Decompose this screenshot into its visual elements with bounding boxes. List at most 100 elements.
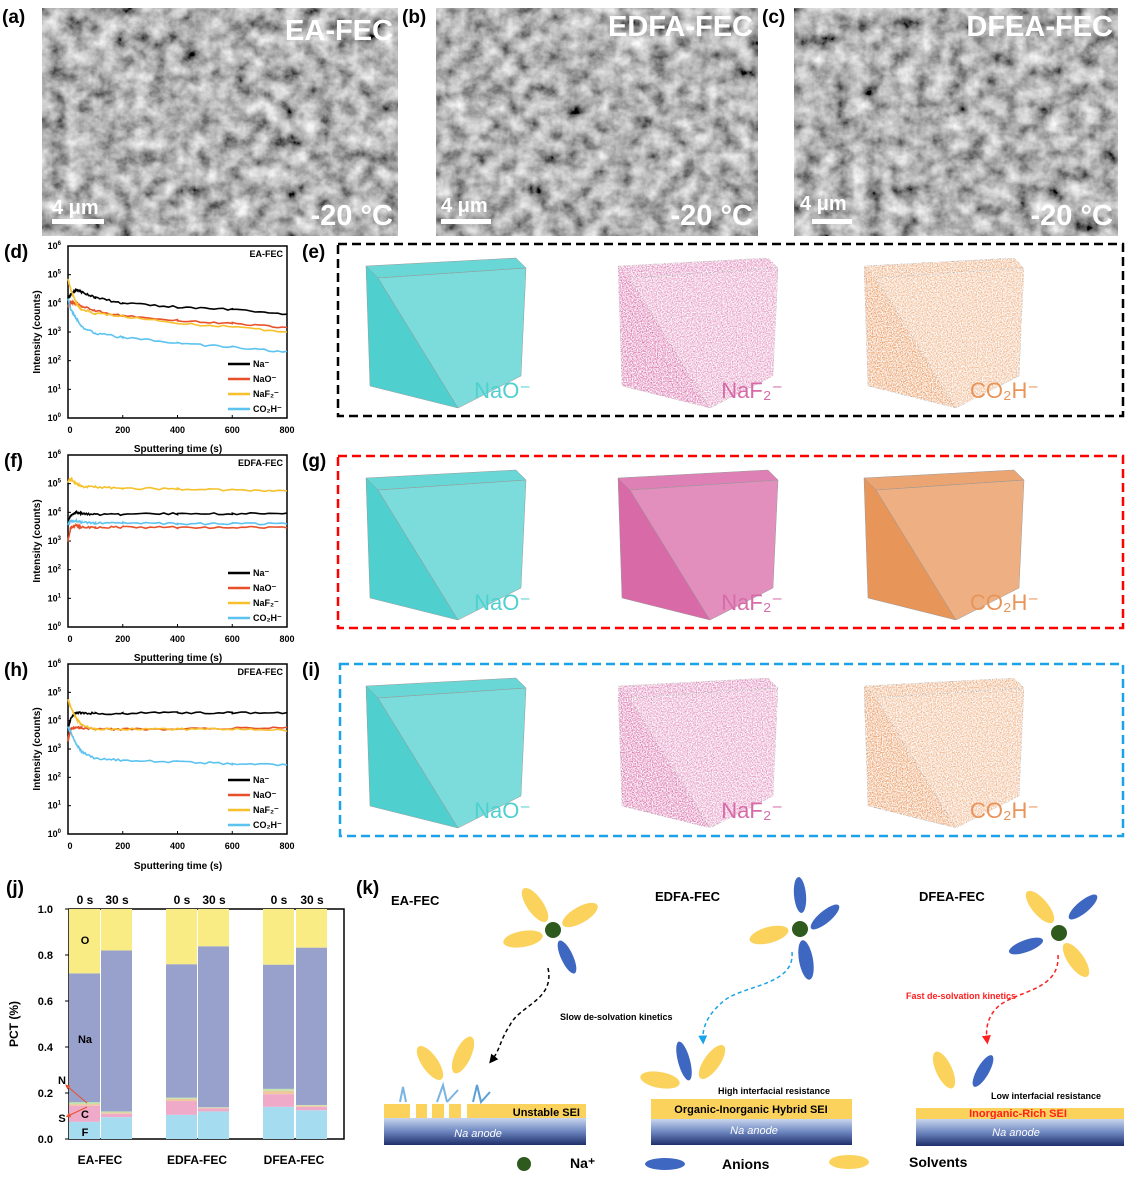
legend-label: Na⁻ — [253, 775, 270, 785]
y-tick-label: 0.0 — [38, 1134, 53, 1146]
panel-label-j: (j) — [6, 878, 24, 899]
bar-segment-S — [296, 1106, 327, 1107]
scale-bar-label: 4 μm — [52, 197, 99, 219]
resistance-high-label: High interfacial resistance — [718, 1086, 830, 1096]
bar-segment-C — [296, 1107, 327, 1110]
chart-h: DFEA-FEC Sputtering time (s) Intensity (… — [32, 659, 295, 872]
solvation-cluster-dfea — [1007, 887, 1101, 981]
y-tick-label: 101 — [48, 801, 62, 811]
chart-f: EDFA-FEC Sputtering time (s) Intensity (… — [32, 450, 295, 664]
x-tick-label: 600 — [225, 425, 240, 435]
x-tick-label: 0 — [67, 634, 72, 644]
dendrite-icon — [473, 1085, 490, 1102]
scale-bar — [52, 219, 104, 224]
bar-segment-S — [101, 1113, 132, 1114]
x-tick-label: 600 — [225, 841, 240, 851]
panel-label-a: (a) — [2, 7, 25, 28]
element-label: N — [58, 1075, 66, 1087]
bar-segment-Na — [296, 948, 327, 1105]
y-tick-label: 106 — [48, 659, 62, 669]
chart-d: EA-FEC Sputtering time (s) Intensity (co… — [32, 241, 295, 455]
x-tick-label: 800 — [279, 425, 294, 435]
sem-title: EA-FEC — [285, 15, 393, 47]
series-line — [68, 520, 287, 525]
y-tick-label: 100 — [48, 829, 62, 839]
y-tick-label: 100 — [48, 622, 62, 632]
bar-segment-F — [296, 1110, 327, 1139]
x-tick-label: 400 — [170, 634, 185, 644]
panel-a-sem-image: EA-FEC 4 μm -20 °C — [42, 8, 398, 236]
bar-segment-O — [166, 909, 197, 964]
schematic-title-dfea: DFEA-FEC — [919, 889, 985, 904]
panel-b-sem-image: EDFA-FEC 4 μm -20 °C — [436, 8, 758, 236]
y-tick-label: 0.8 — [38, 950, 53, 962]
category-label: EA-FEC — [78, 1153, 123, 1167]
temperature-label: -20 °C — [670, 200, 753, 232]
element-label: Na — [78, 1034, 93, 1046]
panel-label-k: (k) — [356, 878, 379, 899]
panel-label-f: (f) — [4, 451, 23, 472]
bar-segment-O — [296, 909, 327, 948]
legend-label: NaO⁻ — [253, 583, 277, 593]
bar-segment-F — [166, 1115, 197, 1139]
bar-segment-N — [69, 1102, 100, 1104]
y-tick-label: 104 — [48, 298, 62, 308]
panel-label-h: (h) — [4, 660, 28, 681]
temperature-label: -20 °C — [310, 200, 393, 232]
bar-segment-C — [166, 1101, 197, 1115]
y-tick-label: 0.2 — [38, 1088, 53, 1100]
anode-ea: Unstable SEI Na anode — [384, 1104, 586, 1145]
subcategory-label: 0 s — [77, 893, 94, 907]
tof-sims-3d-maps: NaO⁻ NaF₂⁻ CO₂H⁻NaO⁻ NaF₂⁻ CO₂H⁻NaO⁻ NaF₂⁻ CO₂… — [338, 244, 1123, 836]
solvation-cluster-ea — [502, 884, 601, 976]
subcategory-label: 0 s — [174, 893, 191, 907]
temperature-label: -20 °C — [1030, 200, 1113, 232]
chart-title: EA-FEC — [250, 249, 284, 259]
series-line — [68, 712, 287, 729]
x-tick-label: 0 — [67, 841, 72, 851]
bar-segment-C — [101, 1114, 132, 1117]
bar-segment-C — [198, 1108, 229, 1111]
anode-edfa: Organic-Inorganic Hybrid SEI Na anode — [651, 1099, 852, 1145]
sem-title: DFEA-FEC — [966, 11, 1113, 43]
y-tick-label: 1.0 — [38, 904, 53, 916]
series-line — [68, 525, 287, 542]
mid-arrow — [703, 952, 792, 1040]
series-line — [68, 478, 287, 491]
bar-segment-F — [263, 1107, 294, 1139]
x-tick-label: 600 — [225, 634, 240, 644]
bar-segment-S — [263, 1091, 294, 1094]
y-tick-label: 105 — [48, 270, 62, 280]
y-tick-label: 102 — [48, 565, 62, 575]
x-tick-label: 200 — [115, 841, 130, 851]
category-label: EDFA-FEC — [167, 1153, 227, 1167]
anode-dfea: Inorganic-Rich SEI Na anode — [916, 1108, 1124, 1146]
anion-icon — [645, 1158, 685, 1170]
y-tick-label: 103 — [48, 536, 62, 546]
element-label: S — [58, 1113, 65, 1125]
legend-solvents: Solvents — [909, 1154, 968, 1170]
x-tick-label: 800 — [279, 634, 294, 644]
panel-label-g: (g) — [302, 451, 326, 472]
subcategory-label: 30 s — [105, 893, 129, 907]
schematic-k: EA-FEC EDFA-FEC DFEA-FEC Slow de-solvati… — [384, 877, 1124, 1172]
legend-label: CO₂H⁻ — [253, 404, 282, 414]
resistance-low-label: Low interfacial resistance — [991, 1091, 1101, 1101]
legend-label: Na⁻ — [253, 568, 270, 578]
y-tick-label: 102 — [48, 772, 62, 782]
cube-label: NaO⁻ — [474, 378, 531, 403]
solvent-icon — [829, 1155, 869, 1169]
bar-segment-Na — [198, 946, 229, 1107]
legend-label: CO₂H⁻ — [253, 613, 282, 623]
element-label: O — [81, 935, 90, 947]
sei-label: Unstable SEI — [513, 1107, 580, 1119]
legend-label: NaF₂⁻ — [253, 598, 279, 608]
cube-label: CO₂H⁻ — [970, 378, 1039, 403]
y-tick-label: 0.4 — [38, 1042, 54, 1054]
cube-label: CO₂H⁻ — [970, 798, 1039, 823]
cube-label: CO₂H⁻ — [970, 590, 1039, 615]
y-axis-title: Intensity (counts) — [32, 290, 43, 373]
y-tick-label: 104 — [48, 716, 62, 726]
panel-label-b: (b) — [402, 7, 426, 28]
panel-label-i: (i) — [302, 660, 320, 681]
